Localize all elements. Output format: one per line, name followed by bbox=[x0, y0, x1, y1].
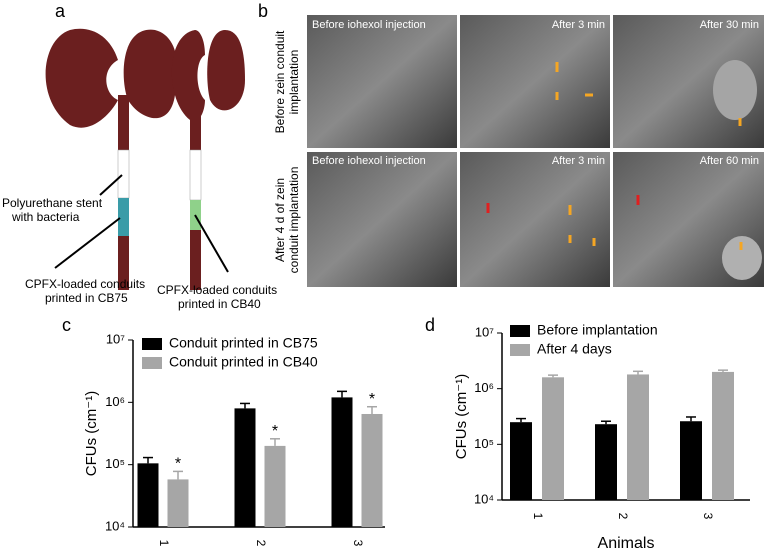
legend-label: Conduit printed in CB75 bbox=[169, 335, 318, 351]
x-tick-label: 3 bbox=[701, 513, 715, 520]
image-caption: Before iohexol injection bbox=[312, 155, 426, 167]
panel-label: c bbox=[62, 315, 71, 335]
image-caption: Before iohexol injection bbox=[312, 19, 426, 31]
x-tick-label: 3 bbox=[351, 540, 365, 547]
y-tick-label: 10⁷ bbox=[475, 324, 494, 339]
bar bbox=[234, 408, 256, 527]
row-label: Before zein conduitimplantation bbox=[273, 30, 301, 133]
y-tick-label: 10⁶ bbox=[474, 380, 494, 395]
bar bbox=[712, 371, 734, 500]
legend-label: Before implantation bbox=[537, 322, 658, 338]
significance: * bbox=[272, 423, 278, 440]
legend-label: Conduit printed in CB40 bbox=[169, 354, 318, 370]
kidney-right bbox=[171, 30, 245, 290]
x-tick-label: 2 bbox=[616, 513, 630, 520]
legend-swatch bbox=[510, 344, 530, 356]
stent-label: Polyurethane stent with bacteria bbox=[2, 196, 103, 224]
y-tick-label: 10⁵ bbox=[105, 456, 125, 471]
legend-swatch bbox=[142, 357, 162, 369]
bar bbox=[510, 422, 532, 500]
x-tick-label: 2 bbox=[254, 540, 268, 547]
image-caption: After 3 min bbox=[552, 19, 605, 31]
bar bbox=[137, 463, 159, 527]
x-tick-label: 1 bbox=[157, 540, 171, 547]
panel-label: b bbox=[258, 1, 268, 21]
panel-label: a bbox=[55, 1, 66, 21]
x-axis-label: Animals bbox=[598, 535, 655, 552]
significance: * bbox=[175, 456, 181, 473]
y-tick-label: 10⁴ bbox=[105, 518, 125, 533]
arrows bbox=[54, 174, 229, 273]
y-tick-label: 10⁴ bbox=[474, 491, 494, 506]
bar bbox=[680, 421, 702, 500]
bar bbox=[331, 397, 353, 527]
row-label: After 4 d of zeinconduit implantation bbox=[273, 167, 301, 274]
image-caption: After 3 min bbox=[552, 155, 605, 167]
legend-label: After 4 days bbox=[537, 341, 612, 357]
legend-swatch bbox=[510, 325, 530, 337]
bar bbox=[595, 424, 617, 500]
y-axis-label: CFUs (cm⁻¹) bbox=[83, 391, 100, 476]
significance: * bbox=[369, 391, 375, 408]
y-tick-label: 10⁶ bbox=[105, 394, 125, 409]
bar bbox=[167, 479, 189, 527]
y-tick-label: 10⁵ bbox=[474, 436, 494, 451]
bar bbox=[264, 445, 286, 527]
panel-label: d bbox=[425, 315, 435, 335]
xray-images bbox=[307, 15, 764, 287]
right-label: CPFX-loaded conduits printed in CB40 bbox=[157, 283, 277, 311]
bar bbox=[361, 413, 383, 527]
y-axis-label: CFUs (cm⁻¹) bbox=[453, 374, 470, 459]
y-tick-label: 10⁷ bbox=[106, 331, 125, 346]
image-caption: After 30 min bbox=[700, 19, 759, 31]
kidney-left bbox=[45, 28, 178, 290]
legend-swatch bbox=[142, 338, 162, 350]
left-label: CPFX-loaded conduits printed in CB75 bbox=[25, 277, 145, 305]
bar bbox=[627, 374, 649, 500]
image-caption: After 60 min bbox=[700, 155, 759, 167]
x-tick-label: 1 bbox=[531, 513, 545, 520]
bar bbox=[542, 377, 564, 500]
